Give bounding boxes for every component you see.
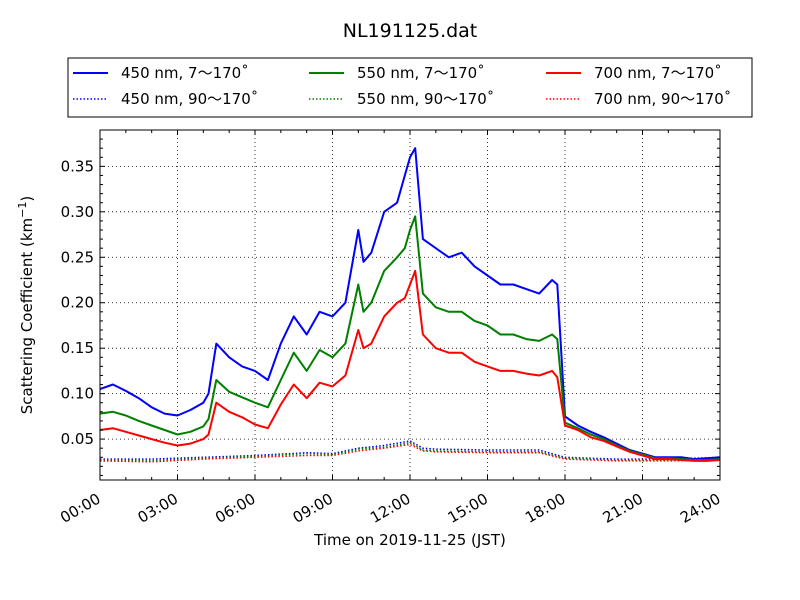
chart-title: NL191125.dat bbox=[343, 20, 478, 42]
y-tick-label: 0.25 bbox=[61, 248, 94, 266]
legend-label: 450 nm, 90～170˚ bbox=[121, 90, 258, 108]
series-line-dotted bbox=[99, 443, 721, 463]
y-tick-label: 0.10 bbox=[61, 385, 94, 403]
y-tick-label: 0.05 bbox=[61, 430, 94, 448]
y-axis-label-close: ) bbox=[18, 196, 36, 202]
legend-label: 700 nm, 7～170˚ bbox=[594, 64, 722, 82]
y-tick-label: 0.20 bbox=[61, 294, 94, 312]
series-line-dotted bbox=[99, 441, 721, 462]
y-tick-label: 0.30 bbox=[61, 203, 94, 221]
series-line-dotted bbox=[100, 440, 721, 460]
legend-label: 700 nm, 90～170˚ bbox=[594, 90, 731, 108]
series-line-solid bbox=[99, 215, 721, 461]
legend-label: 550 nm, 7～170˚ bbox=[357, 64, 485, 82]
plot-area bbox=[99, 129, 721, 481]
y-axis-label: Scattering Coefficient (km−1) bbox=[16, 196, 36, 415]
series-layer bbox=[99, 147, 721, 463]
y-tick-labels: 0.05 0.10 0.15 0.20 0.25 0.30 0.35 bbox=[61, 157, 94, 448]
y-axis-label-main: Scattering Coefficient (km bbox=[18, 218, 36, 414]
y-tick-label: 0.35 bbox=[61, 157, 94, 175]
y-tick-label: 0.15 bbox=[61, 339, 94, 357]
legend-label: 450 nm, 7～170˚ bbox=[121, 64, 249, 82]
legend-label: 550 nm, 90～170˚ bbox=[357, 90, 494, 108]
grid bbox=[100, 130, 720, 480]
y-axis-label-superscript: −1 bbox=[16, 202, 29, 218]
legend-box bbox=[67, 57, 753, 118]
plot-frame bbox=[99, 129, 721, 481]
legend: 450 nm, 7～170˚ 550 nm, 7～170˚ 700 nm, 7～17… bbox=[67, 57, 753, 118]
plot-background bbox=[100, 130, 720, 480]
x-axis-label: Time on 2019-11-25 (JST) bbox=[313, 531, 506, 549]
series-line-solid bbox=[99, 269, 721, 462]
series-line-solid bbox=[99, 147, 721, 461]
